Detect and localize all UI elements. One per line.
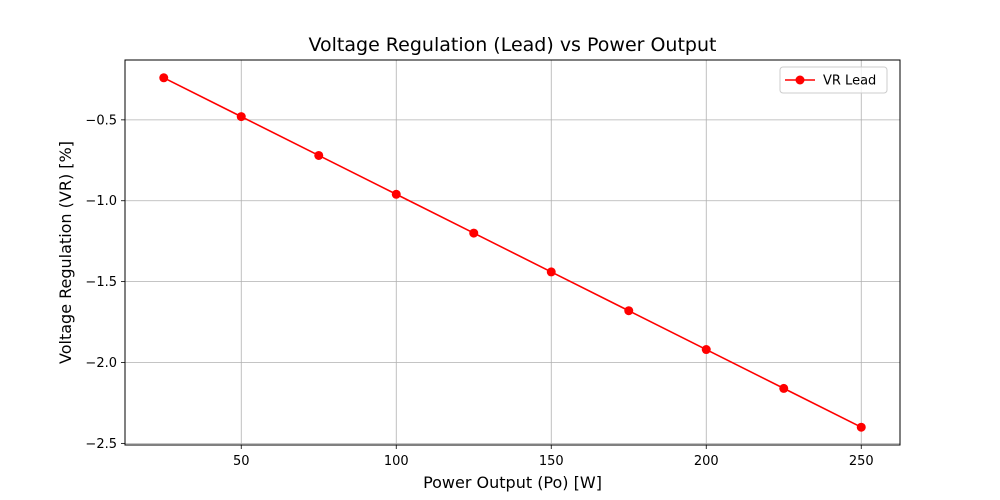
y-tick-label: −0.5 [85,113,117,128]
data-point [236,112,246,122]
x-tick-label: 50 [233,454,250,469]
chart-title: Voltage Regulation (Lead) vs Power Outpu… [309,34,717,56]
x-tick-label: 150 [539,454,564,469]
data-point [856,422,866,432]
series-layer [159,73,866,432]
y-tick-label: −1.0 [85,194,117,209]
legend-marker-swatch [795,75,805,85]
x-tick-label: 200 [694,454,719,469]
legend-box [779,66,888,94]
data-point [314,150,324,160]
data-point [469,228,479,238]
data-point [546,267,556,277]
legend-entry-vr-lead: VR Lead [823,74,876,89]
data-point [391,189,401,199]
x-axis-label: Power Output (Po) [W] [423,473,602,492]
legend: VR Lead [779,66,888,94]
y-tick-label: −2.5 [85,437,117,452]
x-tick-label: 100 [384,454,409,469]
plot-frame [124,59,901,446]
data-point [624,306,634,316]
grid-lines [125,60,900,445]
series-line [163,77,862,428]
y-tick-label: −1.5 [85,275,117,290]
data-point [159,73,169,83]
axis-ticks: 50 100 150 200 250 −0.5 −1.0 −1.5 −2.0 −2.5 [85,113,873,469]
y-axis-label: Voltage Regulation (VR) [%] [56,141,75,364]
x-tick-label: 250 [849,454,874,469]
data-point [779,383,789,393]
data-point [701,345,711,355]
y-tick-label: −2.0 [85,356,117,371]
